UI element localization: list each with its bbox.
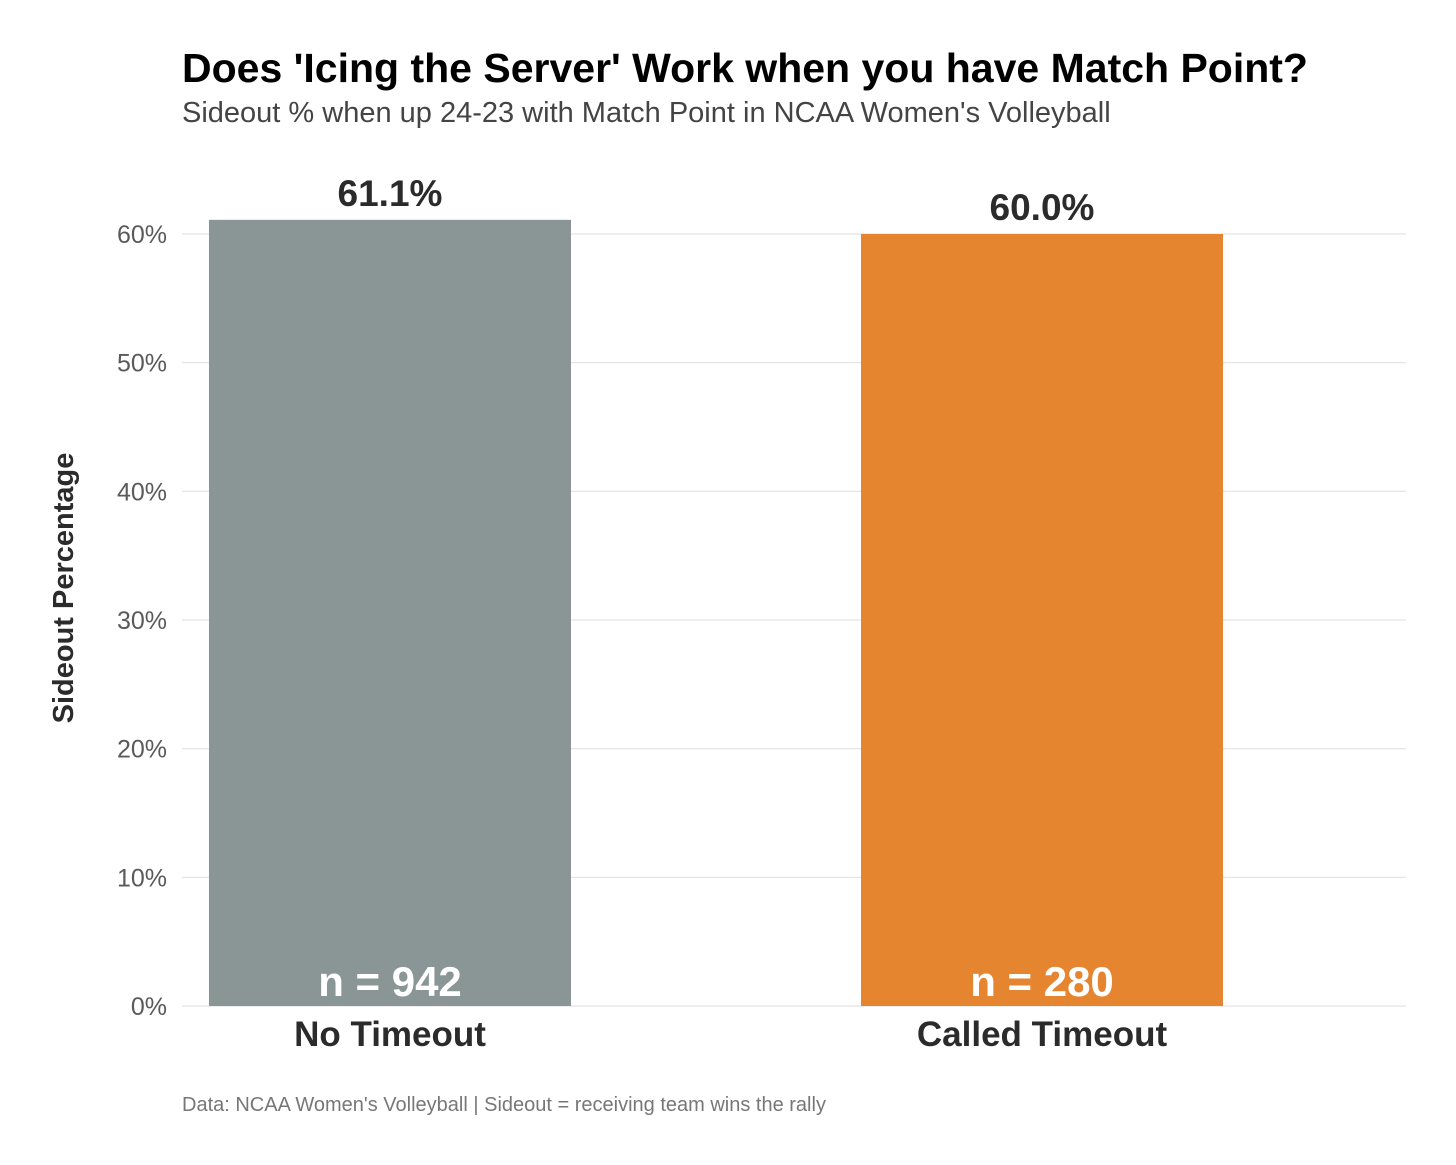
y-axis-label: Sideout Percentage: [48, 453, 80, 724]
x-axis-ticks: No Timeout Called Timeout: [294, 1015, 1167, 1054]
value-label: 61.1%: [338, 173, 443, 214]
sample-size-label: n = 942: [318, 958, 462, 1005]
y-tick-label: 50%: [117, 350, 167, 378]
x-tick-label: No Timeout: [294, 1015, 486, 1054]
value-label: 60.0%: [990, 187, 1095, 228]
y-tick-label: 40%: [117, 478, 167, 506]
chart-subtitle: Sideout % when up 24-23 with Match Point…: [182, 97, 1111, 129]
chart-title: Does 'Icing the Server' Work when you ha…: [182, 45, 1308, 91]
y-axis-ticks: 0% 10% 20% 30% 40% 50% 60%: [117, 221, 167, 1021]
y-tick-label: 0%: [131, 993, 167, 1021]
sample-size-label: n = 280: [970, 958, 1114, 1005]
y-tick-label: 30%: [117, 607, 167, 635]
bar-2: [861, 234, 1223, 1006]
bar-labels: 61.1% n = 942 60.0% n = 280: [318, 173, 1114, 1005]
bar-1: [209, 219, 571, 1006]
x-tick-label: Called Timeout: [917, 1015, 1168, 1054]
y-tick-label: 10%: [117, 864, 167, 892]
y-tick-label: 60%: [117, 221, 167, 249]
y-tick-label: 20%: [117, 736, 167, 764]
caption: Data: NCAA Women's Volleyball | Sideout …: [182, 1094, 826, 1116]
bars: [209, 219, 1223, 1006]
